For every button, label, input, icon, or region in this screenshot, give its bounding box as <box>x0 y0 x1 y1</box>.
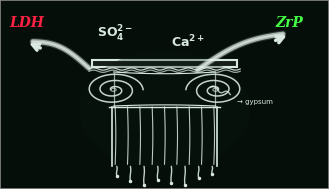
Text: → gypsum: → gypsum <box>237 99 273 105</box>
Text: ZrP: ZrP <box>276 16 303 30</box>
Text: $\mathbf{SO_4^{2-}}$: $\mathbf{SO_4^{2-}}$ <box>97 24 133 44</box>
Polygon shape <box>92 60 237 67</box>
Ellipse shape <box>79 51 250 168</box>
Text: $\mathbf{Ca^{2+}}$: $\mathbf{Ca^{2+}}$ <box>170 33 205 50</box>
Text: LDH: LDH <box>9 16 44 30</box>
